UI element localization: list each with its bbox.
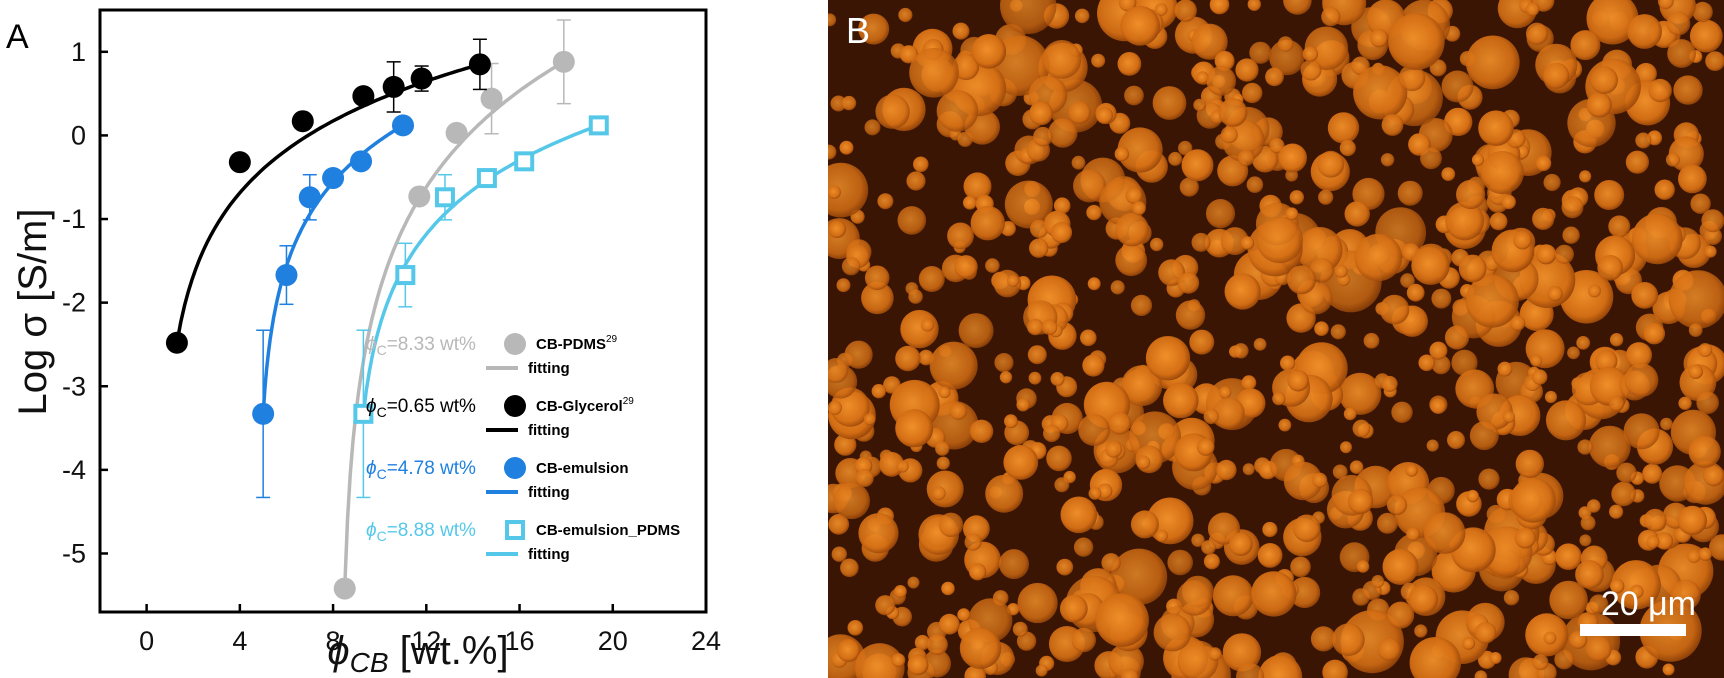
y-tick-label: -3 [62,371,86,401]
x-axis-label: ϕCB [wt.%] [327,629,508,678]
y-tick-label: -1 [62,204,86,234]
data-point [228,151,251,174]
scale-bar [1580,624,1686,636]
x-tick-label: 24 [691,626,721,656]
data-point [291,110,314,133]
x-tick-label: 16 [505,626,535,656]
data-point [275,264,298,287]
legend-series-name: CB-emulsion [536,460,629,477]
legend-fit-label: fitting [528,484,570,501]
plot-frame [98,8,708,614]
legend-series-name: CB-Glycerol29 [536,396,634,415]
legend-marker [504,333,526,355]
y-tick-label: 0 [71,120,86,150]
y-tick-label: -4 [62,455,86,485]
legend-threshold: ϕC=8.33 wt% [366,334,476,358]
legend-series-name: CB-PDMS29 [536,334,618,353]
x-tick-label: 20 [598,626,628,656]
fit-curve-cb-glycerol [175,62,481,344]
data-point [445,121,468,144]
legend-threshold: ϕC=8.88 wt% [366,520,476,544]
panel-b-letter: B [846,10,871,51]
x-tick-label: 8 [326,626,341,656]
micrograph-panel: B 20 μm [828,0,1724,678]
data-point [350,150,373,173]
fit-curve-cb-pdms [342,60,565,589]
x-tick-label: 12 [411,626,441,656]
data-point [552,50,575,73]
data-point [468,53,491,76]
data-point [408,185,431,208]
data-point [252,402,275,425]
data-point [298,186,321,209]
data-point [353,403,374,424]
data-point [382,75,405,98]
legend-marker [504,457,526,479]
x-tick-label: 0 [139,626,154,656]
data-point [392,114,414,137]
x-tick-label: 4 [232,626,247,656]
data-point [514,151,535,172]
data-point [352,85,375,108]
y-tick-label: -5 [62,538,86,568]
scale-bar-label: 20 μm [1600,585,1696,623]
data-point [410,67,433,90]
legend-series-name: CB-emulsion_PDMS [536,522,680,539]
legend-threshold: ϕC=4.78 wt% [366,458,476,482]
panel-a-letter: A [6,18,29,56]
microscopy-image [828,0,1724,678]
legend-fit-label: fitting [528,360,570,377]
data-point [333,577,356,600]
data-point [165,331,188,354]
data-point [434,187,455,208]
data-point [322,167,345,190]
legend-marker [505,520,525,540]
data-point [588,115,609,136]
legend-fit-label: fitting [528,546,570,563]
legend-fit-label: fitting [528,422,570,439]
legend-marker [504,395,526,417]
y-axis-label: Log σ [S/m] [11,209,55,416]
data-point [476,168,497,189]
legend-threshold: ϕC=0.65 wt% [366,396,476,420]
data-point [395,265,416,286]
data-point [480,87,503,110]
conductivity-chart: A 0 4 8 12 16 20 24 1 0 -1 -2 -3 -4 -5 ϕCB [wt.%] Log σ… [6,8,721,678]
y-tick-label: 1 [71,37,86,67]
y-tick-label: -2 [62,288,86,318]
